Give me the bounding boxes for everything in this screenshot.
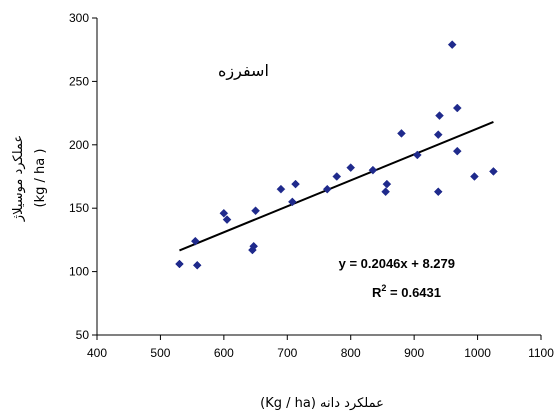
data-point — [322, 184, 332, 194]
data-point — [381, 187, 390, 197]
x-tick-label: 400 — [87, 346, 107, 360]
y-axis-title-line1: عملکرد موسیلاژ — [11, 135, 26, 222]
x-tick-label: 700 — [277, 346, 297, 360]
data-point — [291, 179, 300, 189]
r-squared-superscript: 2 — [381, 283, 386, 293]
data-point — [433, 130, 443, 140]
y-tick-label: 50 — [76, 328, 90, 342]
data-point — [489, 167, 498, 176]
data-point — [452, 146, 462, 156]
r-squared-prefix: R — [372, 285, 382, 300]
data-point — [192, 260, 202, 270]
data-point — [288, 197, 297, 207]
y-tick-label: 200 — [69, 138, 89, 152]
data-point — [452, 103, 462, 113]
x-axis-title: (Kg / ha) عملکرد دانه — [260, 396, 384, 411]
trend-line — [179, 121, 494, 252]
data-point — [190, 236, 200, 246]
data-point — [346, 163, 356, 172]
data-point — [175, 259, 184, 269]
y-tick-label: 150 — [69, 201, 89, 215]
x-tick-label: 900 — [404, 346, 424, 360]
x-tick-label: 500 — [150, 346, 170, 360]
y-tick-label: 100 — [69, 265, 89, 279]
x-tick-label: 800 — [341, 346, 361, 360]
data-point — [447, 40, 457, 49]
plot-annotation: اسفرزه — [218, 61, 269, 81]
data-point — [470, 172, 479, 181]
data-point — [251, 206, 260, 216]
x-tick-label: 1100 — [528, 346, 554, 360]
data-point — [382, 179, 392, 189]
y-tick-label: 250 — [69, 74, 89, 88]
trend-equation: y = 0.2046x + 8.279 — [339, 256, 455, 271]
data-point — [222, 215, 232, 224]
data-point — [219, 208, 229, 218]
y-axis-title-line2: (kg / ha ) — [33, 149, 48, 208]
data-point — [412, 150, 422, 160]
x-tick-label: 600 — [214, 346, 234, 360]
data-point — [435, 111, 444, 120]
r-squared-value: = 0.6431 — [386, 285, 441, 300]
r-squared-label: R2 = 0.6431 — [372, 283, 441, 300]
data-point — [397, 129, 406, 138]
x-tick-label: 1000 — [464, 346, 491, 360]
y-tick-label: 300 — [69, 11, 89, 25]
data-point — [368, 165, 378, 175]
data-point — [433, 187, 443, 197]
data-point — [249, 241, 259, 251]
data-point — [276, 184, 286, 194]
data-point — [332, 172, 342, 181]
